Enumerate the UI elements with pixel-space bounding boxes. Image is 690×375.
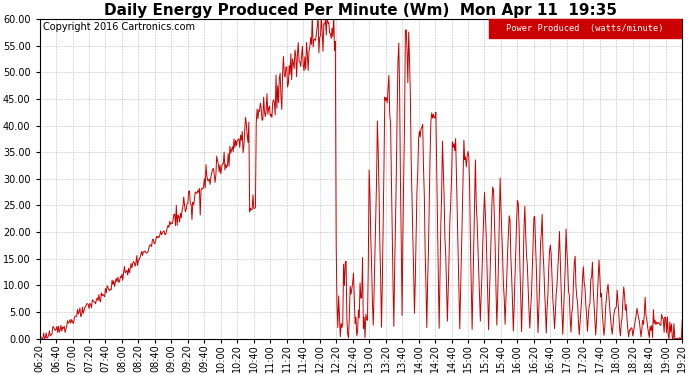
- Title: Daily Energy Produced Per Minute (Wm)  Mon Apr 11  19:35: Daily Energy Produced Per Minute (Wm) Mo…: [104, 3, 618, 18]
- Text: Copyright 2016 Cartronics.com: Copyright 2016 Cartronics.com: [43, 22, 195, 32]
- FancyBboxPatch shape: [489, 19, 681, 38]
- Text: Power Produced  (watts/minute): Power Produced (watts/minute): [506, 24, 664, 33]
